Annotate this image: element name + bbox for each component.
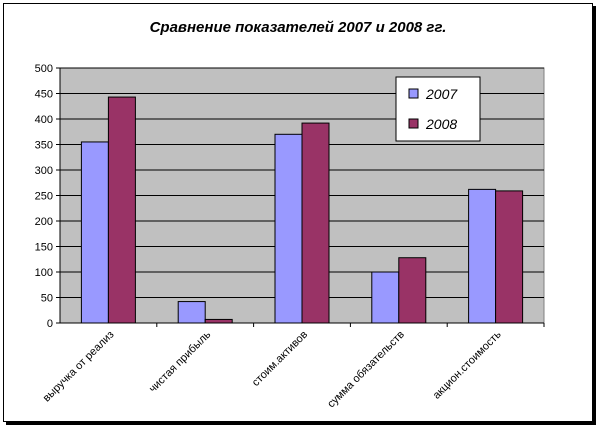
x-category-labels: выручка от реализ чистая прибыль стоим.акт…: [41, 328, 504, 410]
bar-2007-1: [177, 301, 206, 324]
y-tick-label: 100: [35, 267, 53, 279]
bar-2008-3: [398, 257, 427, 324]
x-category-label: выручка от реализ: [41, 329, 117, 405]
x-category-label: сумма обязательств: [325, 329, 407, 411]
bar-2008-2: [301, 122, 330, 324]
y-tick-labels: 0 50 100 150 200 250 300 350 400 450 500: [35, 63, 53, 330]
axes: [59, 68, 544, 324]
bar-2008-4: [495, 190, 524, 324]
legend: 2007 2008: [395, 76, 481, 142]
chart-svg: Сравнение показателей 2007 и 2008 гг. 0 5…: [35, 19, 545, 410]
legend-swatch-2008: [408, 118, 419, 129]
bar-2008-1: [204, 318, 233, 324]
bar-2007-3: [371, 271, 400, 324]
legend-swatch-2007: [408, 88, 419, 99]
y-tick-label: 50: [41, 293, 53, 305]
y-tick-label: 150: [35, 242, 53, 254]
legend-label-2007: 2007: [425, 86, 458, 102]
x-category-label: стоим.активов: [250, 329, 310, 389]
bars: [80, 96, 545, 327]
y-tick-label: 450: [35, 89, 53, 101]
y-tick-label: 200: [35, 216, 53, 228]
y-tick-label: 350: [35, 140, 53, 152]
y-tick-label: 500: [35, 63, 53, 75]
bar-2007-0: [80, 141, 109, 324]
bar-2008-0: [107, 96, 136, 324]
bar-2007-2: [274, 133, 303, 324]
chart-area: Сравнение показателей 2007 и 2008 гг. 0 5…: [3, 3, 593, 422]
legend-label-2008: 2008: [425, 116, 457, 132]
legend-box: [395, 76, 481, 142]
y-tick-label: 0: [47, 318, 53, 330]
y-tick-label: 400: [35, 114, 53, 126]
y-tick-label: 300: [35, 165, 53, 177]
chart-title: Сравнение показателей 2007 и 2008 гг.: [150, 19, 447, 36]
x-category-label: чистая прибыль: [147, 328, 214, 395]
x-category-label: акцион.стоимость: [431, 328, 504, 401]
bar-2007-4: [468, 188, 497, 324]
y-tick-label: 250: [35, 191, 53, 203]
